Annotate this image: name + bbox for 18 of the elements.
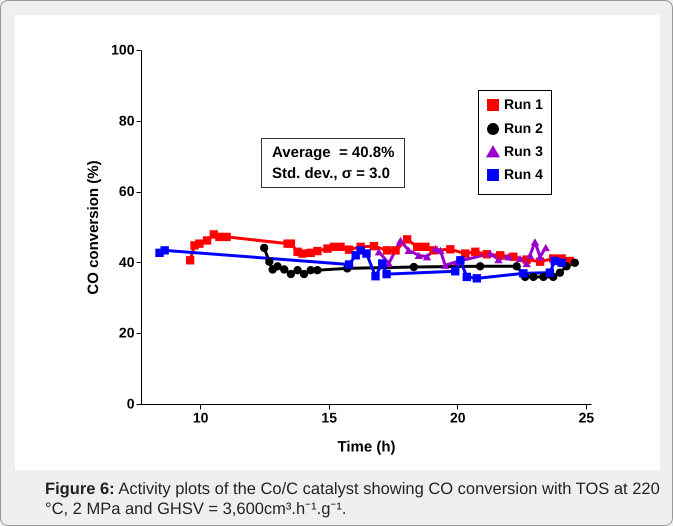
x-axis-title: Time (h): [337, 438, 396, 456]
x-tick-label: 10: [192, 410, 209, 426]
y-tick-label: 40: [118, 254, 135, 270]
y-tick-label: 60: [118, 183, 135, 200]
legend-label: Run 4: [504, 166, 544, 182]
x-tick-label: 20: [450, 410, 466, 426]
y-tick-label: 20: [118, 324, 135, 341]
legend-label: Run 2: [504, 120, 544, 136]
legend-label: Run 3: [504, 143, 544, 159]
y-tick-label: 100: [111, 42, 135, 58]
note-box: Average = 40.8% Std. dev., σ = 3.0: [261, 138, 406, 188]
y-tick-label: 80: [118, 112, 135, 128]
y-tick-label: 0: [126, 396, 135, 412]
x-tick-label: 25: [578, 410, 594, 426]
caption: Figure 6: Activity plots of the Co/C catalyst showing CO conversion with TOS at 220 °C, 2 MPa and GHSV = 3,600cm³.h⁻¹.g⁻¹.: [45, 479, 661, 519]
y-axis-title: CO conversion (%): [85, 160, 102, 295]
x-tick-label: 15: [321, 410, 338, 426]
legend-label: Run 1: [504, 96, 544, 112]
